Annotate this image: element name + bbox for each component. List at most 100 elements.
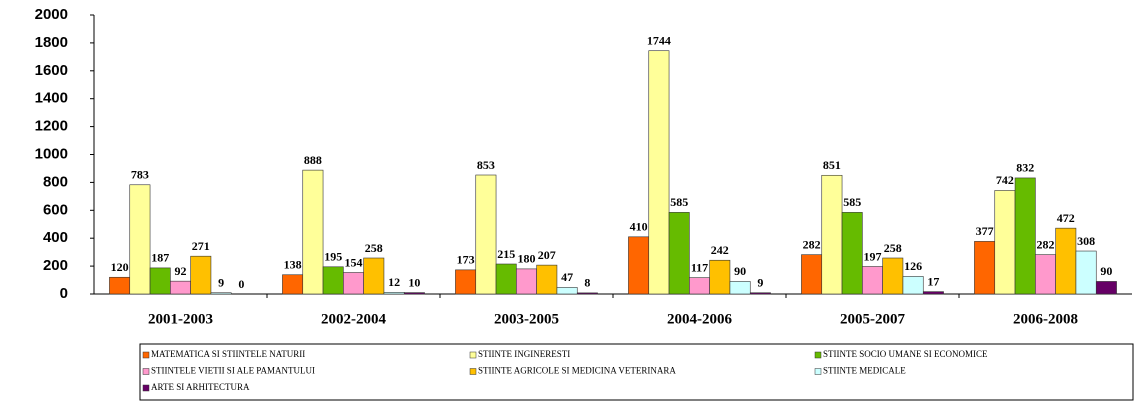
value-label: 282 xyxy=(1037,237,1055,251)
legend-swatch xyxy=(142,368,150,375)
value-label: 180 xyxy=(518,252,536,266)
bar xyxy=(302,169,324,295)
x-tick-label: 2006-2008 xyxy=(1013,311,1078,327)
bar xyxy=(170,280,191,295)
y-tick-label: 1600 xyxy=(35,62,68,79)
bar xyxy=(129,184,151,295)
value-label: 258 xyxy=(884,241,902,255)
bar xyxy=(576,292,598,295)
bar xyxy=(556,287,578,295)
value-label: 585 xyxy=(843,195,861,209)
value-label: 8 xyxy=(584,276,590,290)
bar xyxy=(109,276,131,295)
value-label: 472 xyxy=(1057,211,1075,225)
legend-label: MATEMATICA SI STIINTELE NATURII xyxy=(151,349,305,359)
legend-label: STIINTE SOCIO UMANE SI ECONOMICE xyxy=(823,349,988,359)
bar xyxy=(455,269,477,295)
value-label: 173 xyxy=(457,253,475,267)
x-tick-label: 2001-2003 xyxy=(148,311,213,327)
bar xyxy=(1095,281,1117,295)
bar xyxy=(994,190,1016,295)
value-label: 90 xyxy=(734,264,746,278)
legend-label: STIINTELE VIETII SI ALE PAMANTULUI xyxy=(151,366,315,376)
bar xyxy=(821,174,843,295)
value-label: 215 xyxy=(497,247,515,261)
value-label: 242 xyxy=(711,243,729,257)
value-label: 851 xyxy=(823,158,841,172)
bar xyxy=(1014,177,1036,295)
value-label: 207 xyxy=(538,248,556,262)
bar xyxy=(322,266,344,295)
value-label: 154 xyxy=(345,255,363,269)
y-tick-label: 2000 xyxy=(35,6,68,23)
value-label: 47 xyxy=(561,270,573,284)
legend-swatch xyxy=(469,351,477,359)
y-tick-label: 800 xyxy=(43,173,68,190)
bar xyxy=(403,292,425,295)
bar xyxy=(862,266,883,295)
value-label: 120 xyxy=(111,260,129,274)
value-label: 117 xyxy=(691,260,708,274)
value-label: 832 xyxy=(1016,161,1034,175)
y-tick-label: 200 xyxy=(43,257,68,274)
y-tick-label: 1200 xyxy=(35,118,68,135)
bar xyxy=(1075,250,1097,295)
value-label: 783 xyxy=(131,168,149,182)
value-label: 10 xyxy=(408,275,420,289)
bar xyxy=(801,254,823,295)
bar xyxy=(689,277,710,295)
value-label: 90 xyxy=(1100,264,1112,278)
bar xyxy=(628,236,650,295)
x-tick-label: 2004-2006 xyxy=(667,311,732,327)
bar xyxy=(210,292,232,295)
legend-label: STIINTE AGRICOLE SI MEDICINA VETERINARA xyxy=(478,366,676,376)
bar xyxy=(190,255,212,295)
value-label: 126 xyxy=(904,259,922,273)
y-tick-label: 400 xyxy=(43,229,68,246)
value-label: 187 xyxy=(151,251,169,265)
x-tick-label: 2003-2005 xyxy=(494,311,559,327)
bar xyxy=(668,212,690,295)
bar xyxy=(922,291,944,295)
y-tick-label: 1000 xyxy=(35,145,68,162)
x-tick-label: 2005-2007 xyxy=(840,311,905,327)
value-label: 197 xyxy=(864,249,882,263)
value-label: 742 xyxy=(996,173,1014,187)
legend-label: ARTE SI ARHITECTURA xyxy=(151,382,250,392)
bar xyxy=(1035,254,1056,295)
y-tick-label: 600 xyxy=(43,201,68,218)
y-tick-label: 0 xyxy=(60,285,68,302)
value-label: 9 xyxy=(757,275,763,289)
bar xyxy=(363,257,385,295)
legend-swatch xyxy=(469,368,477,375)
bar xyxy=(648,50,670,295)
bar xyxy=(516,268,537,295)
legend-swatch xyxy=(142,351,150,359)
bar xyxy=(841,212,863,295)
legend-box xyxy=(139,343,1134,401)
value-label: 308 xyxy=(1077,234,1095,248)
bar xyxy=(343,272,364,295)
legend-label: STIINTE MEDICALE xyxy=(823,366,906,376)
bar xyxy=(475,174,497,295)
value-label: 271 xyxy=(192,239,210,253)
value-label: 377 xyxy=(976,224,994,238)
value-label: 138 xyxy=(284,257,302,271)
bar xyxy=(902,276,924,295)
value-label: 195 xyxy=(324,250,342,264)
bar xyxy=(709,259,731,295)
legend-label: STIINTE INGINERESTI xyxy=(478,349,570,359)
value-label: 410 xyxy=(630,220,648,234)
value-label: 0 xyxy=(238,277,244,291)
legend-swatch xyxy=(814,351,822,359)
bar xyxy=(974,241,996,295)
value-label: 258 xyxy=(365,241,383,255)
bar xyxy=(495,263,517,295)
legend-swatch xyxy=(814,368,822,375)
bar xyxy=(282,274,304,295)
y-tick-label: 1400 xyxy=(35,90,68,107)
value-label: 585 xyxy=(670,195,688,209)
bar xyxy=(536,264,558,295)
value-label: 853 xyxy=(477,158,495,172)
